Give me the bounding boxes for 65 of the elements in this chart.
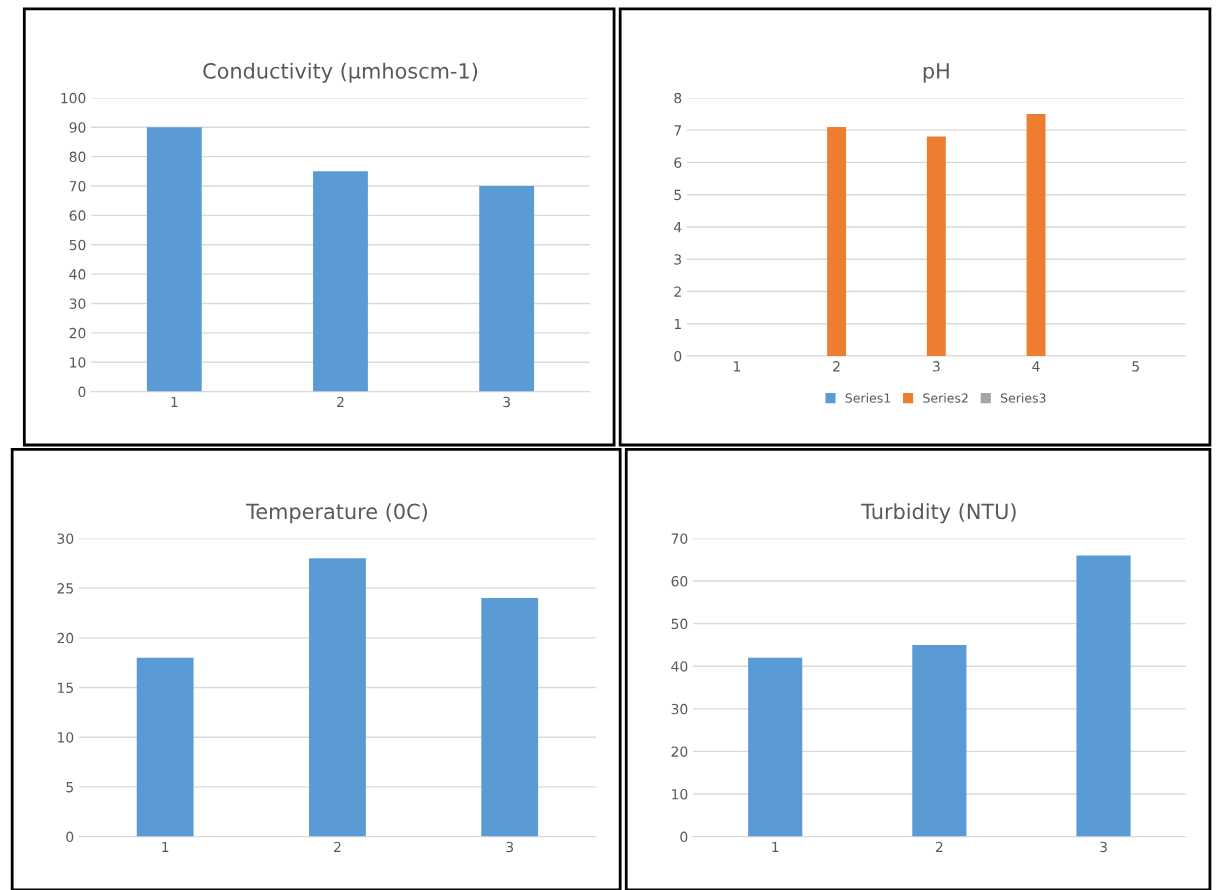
bar	[479, 186, 535, 392]
y-tick-label: 10	[672, 788, 688, 800]
legend-label: Series3	[1000, 393, 1046, 403]
chart-title: Temperature (0C)	[246, 503, 427, 524]
y-tick-label: 100	[61, 92, 86, 104]
y-tick-label: 3	[674, 254, 682, 265]
x-tick-label: 4	[1032, 361, 1040, 372]
x-tick-label: 2	[337, 396, 344, 408]
y-tick-label: 60	[69, 210, 86, 221]
bar	[912, 644, 967, 837]
y-tick-label: 4	[674, 222, 682, 233]
x-tick-label: 1	[734, 361, 741, 372]
y-tick-label: 8	[674, 92, 682, 104]
x-tick-label: 1	[772, 841, 779, 853]
y-tick-label: 6	[674, 157, 682, 168]
x-tick-label: 5	[1132, 361, 1139, 372]
x-tick-label: 3	[932, 361, 940, 372]
y-tick-label: 0	[78, 386, 86, 398]
bar	[748, 657, 803, 837]
bar	[309, 558, 366, 837]
y-tick-label: 5	[674, 189, 681, 201]
y-tick-label: 10	[58, 732, 74, 743]
y-tick-label: 30	[57, 533, 74, 544]
y-tick-label: 50	[69, 239, 86, 251]
legend-label: Series1	[845, 393, 891, 403]
x-tick-label: 2	[833, 361, 840, 372]
y-tick-label: 2	[674, 286, 681, 297]
y-tick-label: 90	[69, 122, 86, 133]
y-tick-label: 80	[69, 151, 86, 163]
y-tick-label: 20	[671, 746, 688, 757]
y-tick-label: 0	[66, 831, 74, 843]
y-tick-label: 5	[66, 782, 73, 793]
y-tick-label: 0	[680, 831, 688, 843]
y-tick-label: 25	[57, 583, 73, 594]
chart-title: Turbidity (NTU)	[861, 503, 1016, 524]
y-tick-label: 40	[69, 269, 86, 280]
y-tick-label: 60	[671, 576, 688, 587]
y-tick-label: 30	[671, 703, 688, 715]
y-tick-label: 30	[69, 298, 86, 309]
x-tick-label: 3	[506, 841, 514, 853]
y-tick-label: 70	[69, 180, 86, 192]
x-tick-label: 3	[1100, 841, 1107, 853]
x-tick-label: 1	[162, 841, 169, 853]
y-tick-label: 15	[58, 682, 73, 693]
x-tick-label: 1	[171, 396, 178, 408]
chart-title: Conductivity (µmhoscm-1)	[203, 62, 478, 83]
y-tick-label: 40	[671, 661, 688, 672]
y-tick-label: 1	[674, 318, 681, 330]
y-tick-label: 7	[674, 125, 681, 136]
bar	[481, 598, 539, 837]
bar	[136, 657, 194, 837]
y-tick-label: 0	[674, 350, 682, 362]
bar	[146, 127, 202, 392]
y-tick-label: 50	[671, 618, 688, 630]
chart-title: pH	[923, 63, 949, 83]
y-tick-label: 20	[57, 632, 74, 644]
bar	[313, 171, 368, 392]
x-tick-label: 2	[935, 841, 943, 853]
x-tick-label: 2	[334, 841, 341, 853]
y-tick-label: 10	[70, 357, 86, 368]
y-tick-label: 20	[69, 327, 86, 339]
legend-label: Series2	[923, 393, 968, 403]
bar	[1076, 555, 1131, 837]
y-tick-label: 70	[671, 533, 688, 544]
x-tick-label: 3	[503, 396, 510, 408]
